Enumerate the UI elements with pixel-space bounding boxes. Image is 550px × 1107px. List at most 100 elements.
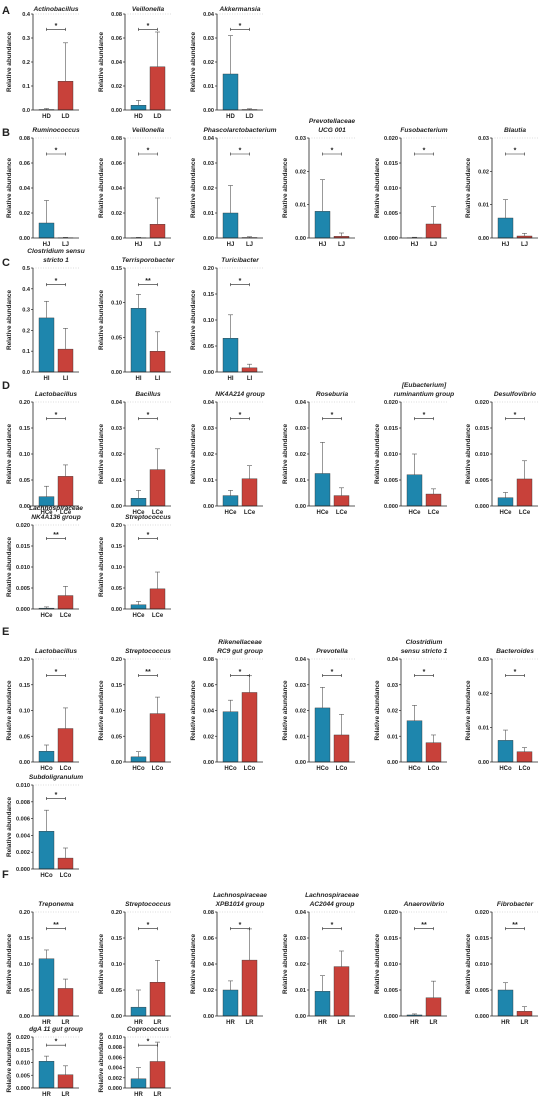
y-tick-label: 0.00 — [111, 1014, 122, 1020]
chart-cont-2: Coprococcus Relative abundance 0.000 0.002 0… — [98, 1026, 171, 1098]
x-tick-label: LCo — [244, 766, 256, 772]
chart-E-2: Streptococcus Relative abundance 0.00 0.05 0… — [98, 648, 171, 772]
bar-LJ — [425, 223, 442, 239]
y-tick-label: 0.10 — [111, 565, 122, 571]
x-tick-label: HCo — [224, 766, 237, 772]
y-tick-label: 0.000 — [16, 607, 30, 613]
y-tick-label: 0.02 — [478, 691, 489, 697]
y-tick-label: 0.00 — [478, 236, 489, 242]
x-tick-label: HJ — [502, 242, 510, 248]
y-tick-label: 0.20 — [111, 910, 122, 916]
y-tick-label: 0.00 — [295, 236, 306, 242]
chart-cont-1: Subdoligranulum Relative abundance 0.000 0.… — [6, 774, 83, 879]
y-tick-label: 0.10 — [19, 962, 30, 968]
bar-LCe — [57, 595, 74, 610]
x-tick-label: LCo — [60, 873, 72, 879]
y-tick-label: 0.010 — [384, 452, 398, 458]
y-tick-label: 0.15 — [111, 936, 122, 942]
y-axis-label: Relative abundance — [465, 934, 472, 994]
bar-LD — [57, 80, 74, 111]
bar-LJ — [149, 224, 166, 239]
chart-title: Anaerovibrio — [403, 901, 445, 908]
y-tick-label: 0.005 — [384, 211, 398, 217]
chart-B-4: Prevotellaceae UCG 001 Relative abundance 0… — [282, 118, 355, 248]
x-tick-label: LJ — [246, 242, 253, 248]
bar-HCo — [38, 750, 55, 763]
y-tick-label: 0.015 — [384, 936, 398, 942]
y-tick-label: 0.000 — [108, 1086, 122, 1092]
y-tick-label: 0.00 — [19, 504, 30, 510]
y-tick-label: 0.03 — [203, 426, 214, 432]
x-tick-label: HR — [410, 1020, 419, 1026]
significance-label: * — [55, 669, 58, 676]
y-tick-label: 0.03 — [295, 936, 306, 942]
y-tick-label: 0.002 — [16, 850, 30, 856]
y-tick-label: 0.01 — [295, 734, 306, 740]
x-tick-label: LD — [246, 114, 255, 120]
x-tick-label: LCe — [60, 510, 72, 516]
x-tick-label: HCo — [408, 766, 421, 772]
chart-title: dgA 11 gut group — [29, 1026, 83, 1033]
y-tick-label: 0.000 — [384, 504, 398, 510]
significance-label: * — [239, 23, 242, 30]
bar-LCe — [57, 476, 74, 507]
chart-F-4: Lachnospiraceae AC2044 group Relative abun… — [282, 892, 359, 1026]
y-tick-label: 0.04 — [19, 186, 31, 192]
bar-HCe — [497, 497, 514, 507]
y-tick-label: 0.00 — [203, 236, 214, 242]
significance-label: * — [55, 148, 58, 155]
chart-title: Clostridium sensu — [27, 248, 85, 255]
y-axis-label: Relative abundance — [98, 1032, 105, 1092]
y-axis-label: Relative abundance — [190, 424, 197, 484]
y-tick-label: 0.04 — [111, 60, 123, 66]
x-tick-label: HJ — [227, 242, 235, 248]
y-axis-label: Relative abundance — [190, 32, 197, 92]
y-axis-label: Relative abundance — [282, 680, 289, 740]
significance-label: * — [55, 1039, 58, 1046]
y-tick-label: 0.04 — [203, 962, 215, 968]
bar-LR — [149, 982, 166, 1017]
significance-label: * — [514, 148, 517, 155]
y-tick-label: 0.02 — [19, 211, 30, 217]
chart-D-4: Roseburia Relative abundance 0.00 0.01 0.02 0… — [282, 391, 355, 516]
chart-title: NK4A214 group — [215, 391, 264, 398]
chart-B-1: Ruminococcus Relative abundance 0.00 0.02 0.… — [6, 127, 80, 248]
y-tick-label: 0.010 — [384, 186, 398, 192]
y-tick-label: 0.00 — [295, 504, 306, 510]
y-tick-label: 0.00 — [203, 504, 214, 510]
bar-LCe — [516, 478, 533, 507]
x-tick-label: LR — [246, 1020, 255, 1026]
significance-label: * — [239, 412, 242, 419]
x-tick-label: LR — [154, 1092, 163, 1098]
y-tick-label: 0.3 — [22, 36, 30, 42]
chart-F-5: Anaerovibrio Relative abundance 0.000 0.005… — [374, 901, 447, 1026]
chart-title: Phascolarctobacterium — [204, 127, 277, 134]
x-tick-label: LD — [154, 114, 163, 120]
y-tick-label: 0.020 — [16, 523, 30, 529]
x-tick-label: HCe — [40, 613, 53, 619]
chart-title: UCG 001 — [318, 127, 346, 134]
y-tick-label: 0.005 — [475, 478, 489, 484]
y-tick-label: 0.10 — [111, 962, 122, 968]
y-tick-label: 0.02 — [111, 211, 122, 217]
y-tick-label: 0.2 — [22, 328, 30, 334]
bar-HR — [314, 991, 331, 1017]
y-tick-label: 0.00 — [203, 760, 214, 766]
y-tick-label: 0.010 — [475, 962, 489, 968]
y-tick-label: 0.02 — [295, 452, 306, 458]
x-tick-label: LCe — [428, 510, 440, 516]
y-tick-label: 0.000 — [16, 1086, 30, 1092]
chart-B-5: Fusobacterium Relative abundance 0.000 0.00… — [374, 127, 448, 248]
bar-LCo — [241, 692, 258, 763]
bar-HJ — [38, 222, 55, 239]
y-tick-label: 0.04 — [203, 12, 215, 18]
chart-cont-1: Lachnospiraceae NK4A136 group Relative abu… — [6, 505, 83, 619]
y-tick-label: 0.02 — [295, 962, 306, 968]
y-tick-label: 0.01 — [387, 734, 398, 740]
bar-LR — [333, 966, 350, 1017]
significance-label: ** — [53, 532, 59, 539]
y-axis-label: Relative abundance — [282, 934, 289, 994]
chart-A-3: Akkermansia Relative abundance 0.00 0.01 0.0… — [190, 6, 263, 120]
x-tick-label: LCo — [60, 766, 72, 772]
chart-title: Rikenellaceae — [218, 639, 262, 646]
